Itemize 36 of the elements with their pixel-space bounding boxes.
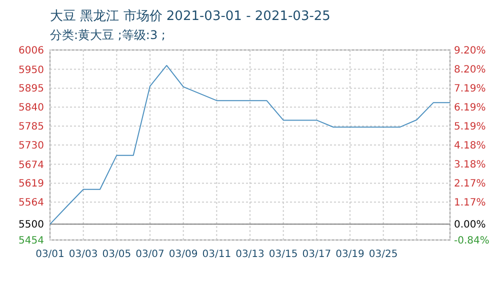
y-tick-label: 5950 [18,64,44,76]
x-tick-label: 03/25 [368,249,398,260]
chart-title: 大豆 黑龙江 市场价 2021-03-01 - 2021-03-25 [50,9,330,24]
y-tick-label: 5619 [18,178,44,190]
y2-tick-label: 9.20% [454,46,486,56]
x-tick-label: 03/09 [168,249,198,260]
y-tick-label: 6006 [18,46,44,56]
y-tick-label: 5454 [18,236,44,246]
x-tick-label: 03/13 [236,249,264,260]
y-tick-label: 5500 [18,220,44,231]
y2-tick-label: 0.00% [454,220,486,231]
x-tick-label: 03/07 [136,249,164,260]
y2-tick-label: 3.18% [454,159,486,170]
y2-tick-label: 2.17% [454,178,486,190]
y2-tick-label: 4.18% [454,140,486,152]
y-tick-label: 5730 [18,140,44,152]
x-tick-label: 03/11 [202,249,232,260]
x-tick-label: 03/19 [336,249,364,260]
line-series [50,64,450,225]
y2-tick-label: 7.19% [454,84,486,95]
chart-subtitle: 分类:黄大豆 ;等级:3 ; [50,28,166,42]
y-tick-label: 5840 [18,102,44,114]
x-tick-label: 03/03 [68,249,98,260]
y2-tick-label: 8.20% [454,64,486,76]
x-tick-label: 03/01 [36,249,64,260]
x-tick-label: 03/05 [102,249,132,260]
y2-tick-label: -0.84% [454,236,490,246]
x-tick-label: 03/15 [268,249,298,260]
y-tick-label: 5785 [18,122,44,133]
x-tick-label: 03/17 [302,249,332,260]
y2-tick-label: 1.17% [454,197,486,208]
y-tick-label: 5674 [18,160,44,171]
y-tick-label: 5895 [18,84,44,95]
y-tick-label: 5564 [18,198,44,209]
y2-tick-label: 6.19% [454,102,486,114]
y2-tick-label: 5.19% [454,121,486,132]
